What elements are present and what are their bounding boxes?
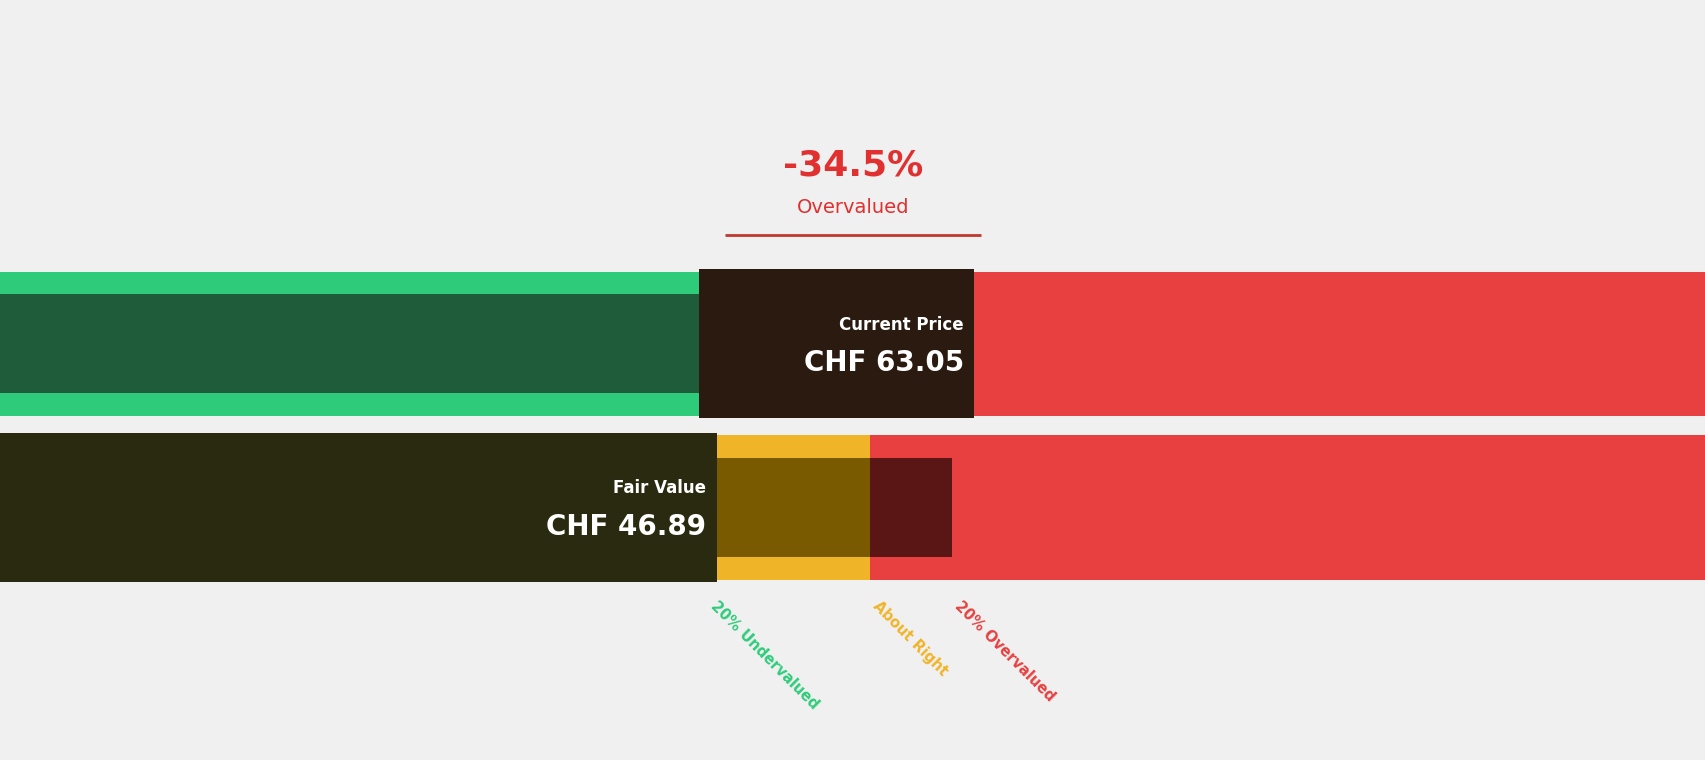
Bar bbox=[951, 458, 1705, 556]
Bar bbox=[0, 458, 708, 556]
Bar bbox=[951, 435, 1705, 458]
Bar bbox=[708, 394, 870, 416]
Bar bbox=[870, 435, 951, 458]
Bar bbox=[870, 271, 951, 294]
Bar bbox=[708, 458, 870, 556]
Text: -34.5%: -34.5% bbox=[783, 148, 922, 182]
Bar bbox=[0, 271, 708, 294]
Bar bbox=[699, 270, 974, 418]
Bar bbox=[708, 294, 870, 394]
Bar bbox=[870, 394, 951, 416]
Bar bbox=[0, 394, 708, 416]
Bar bbox=[0, 435, 708, 458]
Text: CHF 46.89: CHF 46.89 bbox=[546, 513, 706, 540]
Text: 20% Undervalued: 20% Undervalued bbox=[708, 599, 822, 712]
Bar bbox=[0, 433, 716, 582]
Bar bbox=[951, 271, 1705, 294]
Bar bbox=[951, 394, 1705, 416]
Bar bbox=[951, 294, 1705, 394]
Bar bbox=[870, 458, 951, 556]
Text: Fair Value: Fair Value bbox=[612, 479, 706, 497]
Text: Overvalued: Overvalued bbox=[796, 198, 909, 217]
Bar bbox=[708, 271, 870, 294]
Bar bbox=[708, 556, 870, 579]
Text: Current Price: Current Price bbox=[839, 315, 963, 334]
Bar bbox=[0, 556, 708, 579]
Bar bbox=[708, 435, 870, 458]
Bar bbox=[870, 556, 951, 579]
Text: About Right: About Right bbox=[870, 599, 950, 679]
Bar bbox=[870, 294, 951, 394]
Text: CHF 63.05: CHF 63.05 bbox=[803, 350, 963, 377]
Bar bbox=[951, 556, 1705, 579]
Text: 20% Overvalued: 20% Overvalued bbox=[951, 599, 1057, 705]
Bar bbox=[0, 294, 708, 394]
